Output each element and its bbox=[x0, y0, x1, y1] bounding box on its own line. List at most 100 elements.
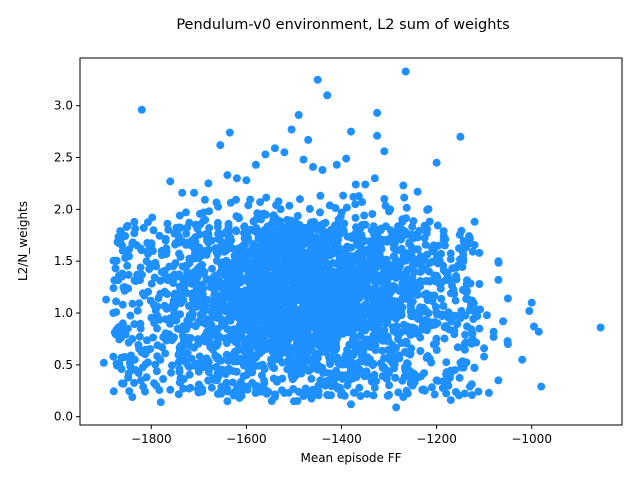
scatter-point bbox=[327, 382, 336, 391]
scatter-point bbox=[347, 260, 356, 269]
scatter-point bbox=[197, 318, 206, 327]
scatter-point bbox=[456, 358, 465, 367]
x-tick-label: −1000 bbox=[511, 432, 552, 446]
scatter-point bbox=[319, 331, 328, 340]
scatter-point bbox=[205, 338, 214, 346]
scatter-point bbox=[130, 217, 139, 226]
scatter-point bbox=[395, 287, 404, 295]
scatter-point bbox=[415, 226, 424, 235]
scatter-point bbox=[294, 311, 303, 319]
scatter-point bbox=[409, 254, 418, 263]
scatter-point bbox=[463, 322, 471, 331]
scatter-point bbox=[354, 358, 363, 367]
scatter-point bbox=[153, 352, 162, 361]
scatter-point bbox=[204, 179, 213, 188]
scatter-point bbox=[194, 367, 203, 376]
scatter-point bbox=[188, 294, 197, 303]
scatter-point bbox=[403, 265, 412, 274]
scatter-point bbox=[200, 195, 209, 204]
scatter-point bbox=[287, 304, 296, 313]
y-axis-ticks: 0.0 0.5 1.0 1.5 2.0 2.5 3.0 bbox=[54, 99, 80, 424]
y-tick-label: 0.5 bbox=[54, 358, 73, 372]
scatter-point bbox=[442, 268, 451, 277]
scatter-point bbox=[250, 362, 259, 371]
scatter-point bbox=[379, 289, 388, 298]
scatter-point bbox=[453, 343, 462, 352]
scatter-point bbox=[402, 337, 410, 346]
scatter-point bbox=[175, 325, 184, 334]
scatter-point bbox=[173, 230, 182, 239]
scatter-point bbox=[383, 235, 392, 244]
scatter-point bbox=[468, 247, 477, 256]
scatter-point bbox=[452, 263, 460, 272]
scatter-point bbox=[451, 296, 460, 305]
scatter-point bbox=[446, 311, 455, 320]
scatter-point bbox=[317, 246, 326, 255]
scatter-point bbox=[499, 317, 508, 326]
scatter-point bbox=[243, 265, 252, 273]
scatter-point bbox=[142, 257, 151, 266]
scatter-point bbox=[342, 154, 351, 163]
scatter-point bbox=[365, 338, 374, 347]
scatter-point bbox=[155, 231, 164, 240]
scatter-point bbox=[175, 249, 184, 258]
scatter-point bbox=[308, 246, 317, 255]
scatter-point bbox=[204, 376, 213, 385]
scatter-point bbox=[391, 268, 400, 277]
scatter-point bbox=[374, 324, 383, 332]
scatter-point bbox=[350, 364, 359, 373]
scatter-point bbox=[256, 387, 265, 396]
scatter-point bbox=[323, 288, 332, 297]
scatter-point bbox=[137, 105, 146, 114]
scatter-point bbox=[294, 288, 303, 297]
scatter-point bbox=[171, 240, 180, 249]
scatter-point bbox=[234, 314, 243, 323]
scatter-point bbox=[109, 284, 118, 293]
scatter-point bbox=[362, 367, 371, 376]
scatter-point bbox=[159, 375, 168, 383]
scatter-point bbox=[423, 352, 432, 360]
scatter-point bbox=[277, 273, 286, 282]
scatter-point bbox=[468, 329, 477, 338]
scatter-point bbox=[439, 302, 448, 310]
scatter-point bbox=[427, 243, 436, 252]
scatter-point bbox=[300, 293, 309, 302]
scatter-point bbox=[147, 243, 156, 252]
scatter-point bbox=[139, 223, 148, 232]
scatter-point bbox=[142, 373, 151, 382]
scatter-point bbox=[480, 352, 489, 361]
scatter-point bbox=[437, 279, 446, 287]
scatter-point bbox=[112, 297, 121, 306]
scatter-point bbox=[123, 284, 132, 293]
scatter-point bbox=[143, 336, 151, 345]
scatter-point bbox=[351, 200, 360, 209]
scatter-point bbox=[467, 339, 476, 348]
scatter-point bbox=[178, 331, 187, 340]
scatter-point bbox=[367, 226, 376, 235]
scatter-point bbox=[136, 324, 145, 333]
scatter-point bbox=[432, 346, 441, 354]
scatter-point bbox=[261, 278, 270, 287]
scatter-point bbox=[135, 332, 144, 341]
scatter-point bbox=[322, 262, 331, 271]
scatter-point bbox=[351, 180, 360, 189]
scatter-point bbox=[223, 397, 232, 406]
y-tick-label: 1.5 bbox=[54, 254, 73, 268]
scatter-point bbox=[353, 304, 361, 313]
x-axis-ticks: −1800 −1600 −1400 −1200 −1000 bbox=[131, 425, 552, 446]
scatter-point bbox=[114, 329, 122, 338]
scatter-point bbox=[394, 305, 403, 314]
scatter-point bbox=[537, 382, 546, 391]
scatter-point bbox=[204, 357, 213, 366]
scatter-point bbox=[188, 236, 197, 245]
scatter-point bbox=[178, 188, 187, 197]
scatter-point bbox=[290, 255, 299, 264]
scatter-point bbox=[393, 329, 401, 338]
scatter-point bbox=[298, 332, 307, 341]
scatter-point bbox=[283, 230, 292, 239]
scatter-point bbox=[357, 238, 366, 247]
scatter-point bbox=[494, 376, 503, 385]
scatter-point bbox=[400, 348, 409, 356]
x-axis-label: Mean episode FF bbox=[300, 451, 401, 465]
scatter-point bbox=[219, 320, 228, 329]
